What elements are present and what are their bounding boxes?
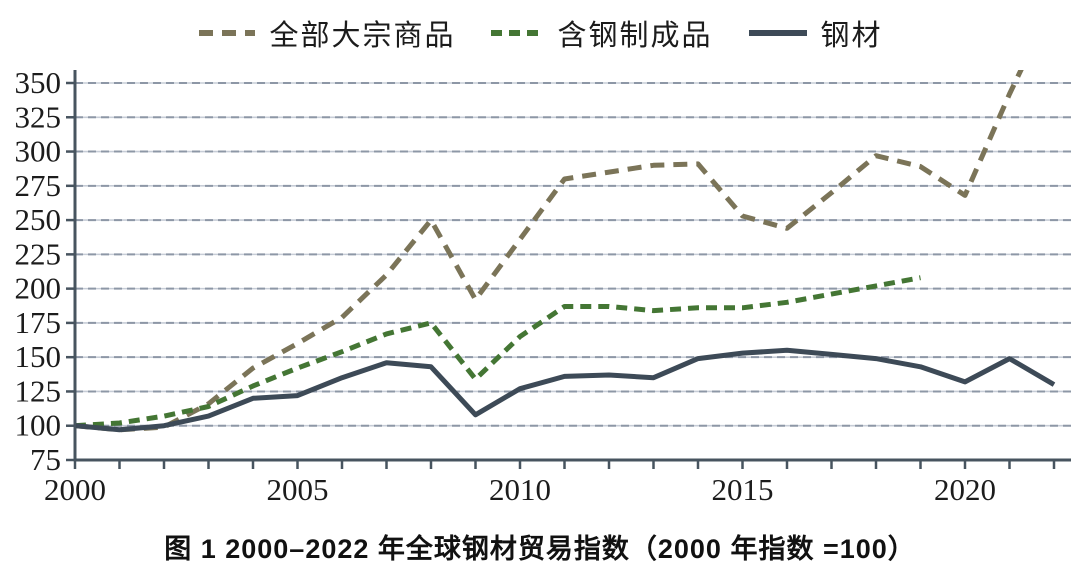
svg-text:150: 150 <box>15 339 62 374</box>
svg-text:2015: 2015 <box>712 472 774 507</box>
legend-item-steel: 钢材 <box>747 12 883 54</box>
svg-text:275: 275 <box>15 168 62 203</box>
legend-label: 含钢制成品 <box>557 20 713 52</box>
chart-legend: 全部大宗商品 含钢制成品 钢材 <box>0 12 1080 54</box>
legend-item-all-commodities: 全部大宗商品 <box>197 12 455 54</box>
svg-text:2005: 2005 <box>267 472 329 507</box>
svg-text:250: 250 <box>15 202 62 237</box>
svg-text:175: 175 <box>15 305 62 340</box>
figure-caption: 图 1 2000–2022 年全球钢材贸易指数（2000 年指数 =100） <box>164 534 916 564</box>
svg-text:225: 225 <box>15 236 62 271</box>
svg-text:325: 325 <box>15 99 62 134</box>
legend-line-sample-dashed-long-icon <box>199 30 256 36</box>
svg-text:100: 100 <box>15 408 62 443</box>
svg-text:300: 300 <box>15 134 62 169</box>
legend-line-sample-dashed-icon <box>491 30 544 36</box>
legend-label: 全部大宗商品 <box>269 20 456 52</box>
svg-text:350: 350 <box>15 65 62 100</box>
svg-text:2020: 2020 <box>934 472 996 507</box>
svg-text:2010: 2010 <box>489 472 551 507</box>
legend-item-steel-products: 含钢制成品 <box>489 12 712 54</box>
svg-text:2000: 2000 <box>44 472 106 507</box>
svg-text:75: 75 <box>30 442 61 477</box>
svg-text:200: 200 <box>15 271 62 306</box>
legend-line-sample-solid-icon <box>748 30 807 36</box>
svg-text:125: 125 <box>15 373 62 408</box>
legend-label: 钢材 <box>820 20 883 52</box>
